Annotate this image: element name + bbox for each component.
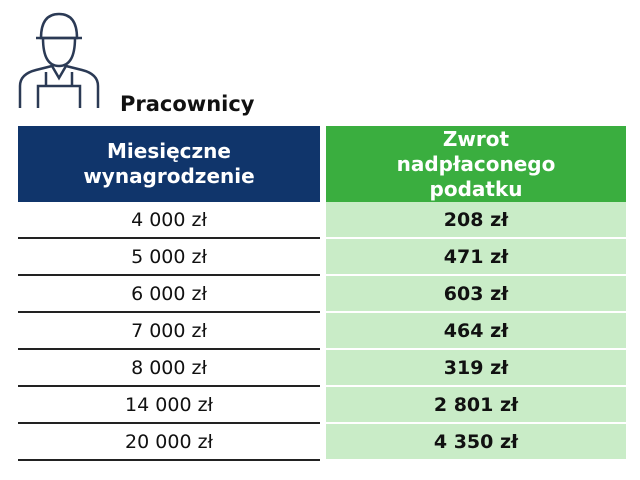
salary-cell: 8 000 zł [18, 350, 320, 387]
column-header: Miesięczne wynagrodzenie [18, 126, 320, 202]
salary-cell: 6 000 zł [18, 276, 320, 313]
title: Pracownicy [120, 92, 255, 116]
salary-cell: 14 000 zł [18, 387, 320, 424]
refund-cell: 319 zł [326, 350, 626, 387]
salary-cell: 7 000 zł [18, 313, 320, 350]
table-row: 14 000 zł 2 801 zł [18, 387, 626, 424]
refund-cell: 208 zł [326, 202, 626, 239]
table-row: 20 000 zł 4 350 zł [18, 424, 626, 461]
table-body: 4 000 zł 208 zł 5 000 zł 471 zł 6 000 zł 603 … [18, 202, 626, 461]
refund-cell: 4 350 zł [326, 424, 626, 461]
table-row: 6 000 zł 603 zł [18, 276, 626, 313]
salary-cell: 5 000 zł [18, 239, 320, 276]
refund-cell: 471 zł [326, 239, 626, 276]
salary-cell: 4 000 zł [18, 202, 320, 239]
worker-icon [18, 12, 100, 108]
refund-cell: 2 801 zł [326, 387, 626, 424]
table-row: 7 000 zł 464 zł [18, 313, 626, 350]
column-header: Zwrot nadpłaconego podatku [326, 126, 626, 202]
refund-cell: 603 zł [326, 276, 626, 313]
header-row: Miesięczne wynagrodzenie Zwrot nadpłacon… [18, 126, 626, 202]
table-row: 5 000 zł 471 zł [18, 239, 626, 276]
table-row: 4 000 zł 208 zł [18, 202, 626, 239]
salary-cell: 20 000 zł [18, 424, 320, 461]
refund-cell: 464 zł [326, 313, 626, 350]
table: Miesięczne wynagrodzenie Zwrot nadpłacon… [18, 126, 626, 461]
table-row: 8 000 zł 319 zł [18, 350, 626, 387]
